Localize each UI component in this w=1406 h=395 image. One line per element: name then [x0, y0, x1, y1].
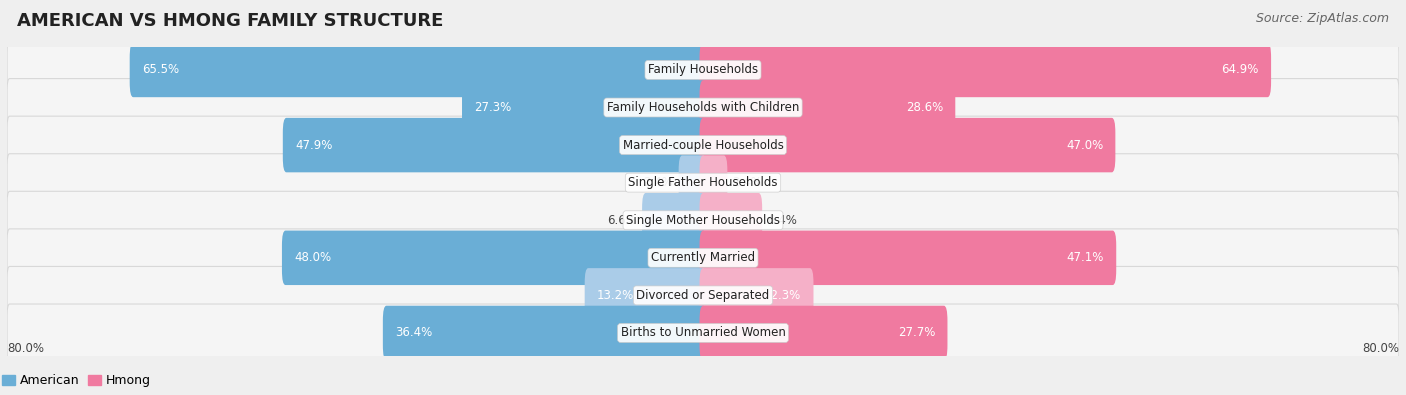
Text: 64.9%: 64.9%	[1222, 64, 1258, 77]
FancyBboxPatch shape	[700, 155, 727, 210]
FancyBboxPatch shape	[7, 41, 1399, 99]
Text: 2.4%: 2.4%	[733, 176, 762, 189]
FancyBboxPatch shape	[585, 268, 706, 323]
Text: 47.0%: 47.0%	[1066, 139, 1104, 152]
Text: 80.0%: 80.0%	[7, 342, 44, 355]
Text: 36.4%: 36.4%	[395, 326, 432, 339]
Text: Married-couple Households: Married-couple Households	[623, 139, 783, 152]
FancyBboxPatch shape	[700, 193, 762, 248]
Text: 48.0%: 48.0%	[294, 251, 332, 264]
Text: 47.1%: 47.1%	[1067, 251, 1104, 264]
Text: 28.6%: 28.6%	[905, 101, 943, 114]
Text: 27.3%: 27.3%	[474, 101, 512, 114]
Text: AMERICAN VS HMONG FAMILY STRUCTURE: AMERICAN VS HMONG FAMILY STRUCTURE	[17, 12, 443, 30]
FancyBboxPatch shape	[7, 79, 1399, 136]
Text: 47.9%: 47.9%	[295, 139, 332, 152]
Text: Single Mother Households: Single Mother Households	[626, 214, 780, 227]
Text: 2.4%: 2.4%	[644, 176, 673, 189]
Text: Source: ZipAtlas.com: Source: ZipAtlas.com	[1256, 12, 1389, 25]
FancyBboxPatch shape	[382, 306, 706, 360]
FancyBboxPatch shape	[7, 191, 1399, 249]
FancyBboxPatch shape	[7, 229, 1399, 287]
Legend: American, Hmong: American, Hmong	[0, 369, 156, 392]
Text: 65.5%: 65.5%	[142, 64, 179, 77]
FancyBboxPatch shape	[700, 118, 1115, 172]
Text: 6.6%: 6.6%	[607, 214, 637, 227]
FancyBboxPatch shape	[700, 268, 814, 323]
FancyBboxPatch shape	[700, 306, 948, 360]
FancyBboxPatch shape	[7, 116, 1399, 174]
FancyBboxPatch shape	[463, 80, 706, 135]
FancyBboxPatch shape	[129, 43, 706, 97]
FancyBboxPatch shape	[700, 80, 955, 135]
Text: 6.4%: 6.4%	[768, 214, 797, 227]
FancyBboxPatch shape	[700, 231, 1116, 285]
FancyBboxPatch shape	[643, 193, 706, 248]
Text: 12.3%: 12.3%	[763, 289, 801, 302]
FancyBboxPatch shape	[283, 118, 706, 172]
Text: Currently Married: Currently Married	[651, 251, 755, 264]
Text: Family Households with Children: Family Households with Children	[607, 101, 799, 114]
FancyBboxPatch shape	[7, 154, 1399, 212]
FancyBboxPatch shape	[700, 43, 1271, 97]
Text: Births to Unmarried Women: Births to Unmarried Women	[620, 326, 786, 339]
Text: 80.0%: 80.0%	[1362, 342, 1399, 355]
FancyBboxPatch shape	[7, 267, 1399, 324]
Text: Family Households: Family Households	[648, 64, 758, 77]
FancyBboxPatch shape	[679, 155, 706, 210]
Text: Single Father Households: Single Father Households	[628, 176, 778, 189]
FancyBboxPatch shape	[283, 231, 706, 285]
Text: Divorced or Separated: Divorced or Separated	[637, 289, 769, 302]
Text: 27.7%: 27.7%	[898, 326, 935, 339]
Text: 13.2%: 13.2%	[598, 289, 634, 302]
FancyBboxPatch shape	[7, 304, 1399, 362]
